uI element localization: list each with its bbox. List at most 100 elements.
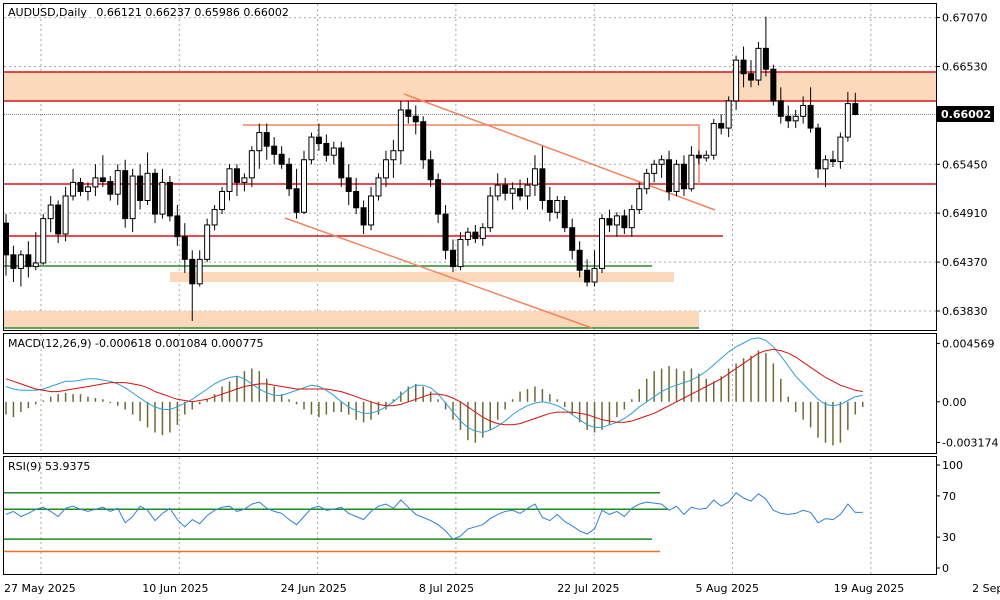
candle-body-bull [509,188,516,194]
candle [114,164,121,206]
candle [137,164,144,210]
candle-body-bull [628,209,635,229]
candle [412,105,419,135]
candle [353,177,360,215]
candle [226,164,233,201]
candle-body-bear [695,154,702,159]
candle [829,150,836,167]
candle [233,164,240,196]
candle-body-bull [368,195,375,226]
candlestick-series [3,16,859,321]
candle-body-bear [450,249,456,268]
candle [524,177,531,210]
macd-lines [5,337,863,434]
candle-body-bear [815,127,822,170]
macd-tick-label: -0.003174 [942,436,998,449]
candle [464,227,471,246]
candle-body-bear [293,188,300,213]
candle-body-bear [770,68,777,102]
time-tick-label: 2 Sep 2025 [972,582,1000,595]
candle [360,200,367,235]
candle [55,200,62,244]
candle [606,209,613,233]
time-tick-label: 24 Jun 2025 [281,582,347,595]
candle [539,146,546,210]
candle [382,150,389,187]
candle [777,87,784,124]
candle [725,96,732,138]
candle-body-bull [487,195,494,229]
time-tick-label: 10 Jun 2025 [142,582,208,595]
candle-body-bear [718,123,725,129]
price-zones [4,72,936,328]
candle [256,123,263,169]
rsi-value-line [5,492,863,540]
candle-body-bull [17,254,24,269]
candle [315,123,322,151]
candle-body-bear [852,103,859,115]
candle-body-bear [122,170,129,220]
range-box-line [243,124,700,185]
candle [435,173,442,224]
candle-body-bull [599,218,605,269]
current-price-badge: 0.66002 [937,106,994,122]
candle-body-bear [3,222,9,256]
candle-body-bear [569,227,576,251]
candle [204,218,211,263]
channel-line-upper [403,93,716,211]
candle-body-bull [204,224,211,260]
candle-body-bear [748,73,754,81]
candle-body-bull [710,123,717,156]
macd-panel-frame [3,333,937,454]
candle [643,168,650,195]
candle-body-bull [219,190,226,211]
candle-body-bull [524,184,531,197]
candle-body-bear [263,132,270,147]
candle-body-bear [502,184,509,194]
candle-body-bull [494,184,501,197]
candle-body-bull [301,159,307,213]
candle [502,177,509,201]
candle-body-bull [330,147,337,156]
candle [658,155,665,178]
candle [248,146,255,187]
support-zone-lower [4,311,699,328]
candle [278,146,285,169]
price-tick-label: 0.67070 [942,12,988,25]
candle-body-bear [278,153,285,165]
candle [666,150,673,201]
candle [144,152,151,206]
candle [129,168,136,233]
candle-body-bear [55,204,62,235]
candle-body-bear [166,181,173,217]
candle-body-bear [152,172,158,215]
candle [107,176,114,201]
macd-axis: 0.004569 0.00 -0.003174 [936,337,998,449]
candle-body-bull [241,177,248,183]
candle [569,218,576,260]
candle-body-bear [680,163,687,190]
candle-body-bear [472,231,479,240]
candle-body-bear [315,136,322,144]
support-zone-mid [170,272,674,282]
candle [40,214,47,265]
candle [47,195,54,233]
candle-body-bear [338,147,345,179]
candle [159,168,166,219]
candle-body-bear [777,100,784,117]
price-axis: 0.67070 0.66530 0.65450 0.64910 0.64370 0.638… [936,12,988,318]
candle-body-bull [636,188,643,211]
candle [815,123,822,178]
candle [710,119,717,160]
candle-body-bear [807,104,814,129]
candle-body-bull [382,159,389,179]
candle [703,150,710,162]
candle [599,214,605,273]
candle [762,16,769,77]
candle-body-bull [129,175,136,220]
candle-body-bear [666,159,673,192]
candle [62,186,69,242]
candle-body-bull [531,168,538,186]
candle [837,132,844,169]
